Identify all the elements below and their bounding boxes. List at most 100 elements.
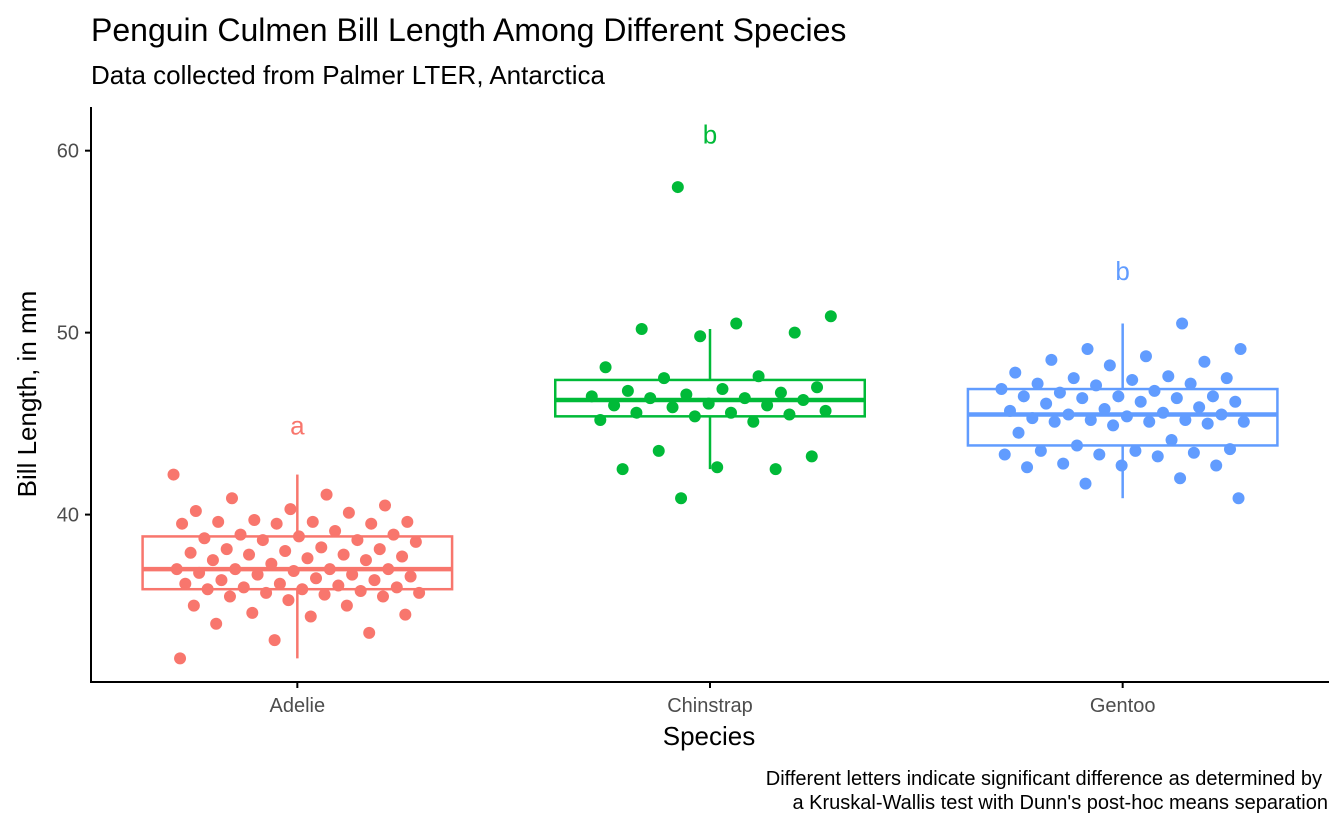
data-point: [805, 450, 818, 463]
data-point: [292, 530, 305, 543]
data-point: [711, 461, 724, 474]
data-point: [998, 448, 1011, 461]
data-point: [1115, 459, 1128, 472]
data-point: [1237, 415, 1250, 428]
data-point: [1174, 472, 1187, 485]
data-point: [379, 499, 392, 512]
data-point: [368, 574, 381, 587]
significance-letter-layer: a b b: [290, 119, 1130, 440]
data-point: [666, 401, 679, 414]
data-point: [310, 572, 323, 585]
data-point: [616, 463, 629, 476]
data-point: [1234, 343, 1247, 356]
data-point: [1151, 450, 1164, 463]
data-point: [797, 393, 810, 406]
data-point: [675, 492, 688, 505]
point-layer: [167, 181, 1250, 665]
data-point: [1040, 397, 1053, 410]
data-point: [730, 317, 743, 330]
data-point: [738, 392, 751, 405]
data-point: [1139, 350, 1152, 363]
data-point: [1067, 372, 1080, 385]
data-point: [318, 588, 331, 601]
y-axis-title: Bill Length, in mm: [12, 291, 42, 498]
data-point: [1143, 415, 1156, 428]
data-point: [287, 565, 300, 578]
data-point: [179, 577, 192, 590]
data-point: [1045, 353, 1058, 366]
data-point: [174, 652, 187, 665]
chart-title: Penguin Culmen Bill Length Among Differe…: [91, 12, 846, 48]
data-point: [396, 550, 409, 563]
data-point: [1062, 408, 1075, 421]
data-point: [387, 528, 400, 541]
y-tick-label: 60: [57, 141, 79, 163]
chart-subtitle: Data collected from Palmer LTER, Antarct…: [91, 60, 605, 90]
data-point: [220, 543, 233, 556]
data-point: [688, 410, 701, 423]
data-point: [1193, 401, 1206, 414]
data-point: [1090, 379, 1103, 392]
data-point: [265, 557, 278, 570]
data-point: [243, 548, 256, 561]
caption-line-1: Different letters indicate significant d…: [766, 768, 1322, 790]
data-point: [409, 535, 422, 548]
data-point: [1112, 390, 1125, 403]
x-axis-title: Species: [663, 721, 756, 751]
significance-letter: a: [290, 410, 305, 440]
data-point: [1198, 355, 1211, 368]
data-point: [1093, 448, 1106, 461]
data-point: [1134, 395, 1147, 408]
x-axis-ticks: Adelie Chinstrap Gentoo: [270, 682, 1156, 717]
y-tick-label: 50: [57, 323, 79, 345]
data-point: [373, 543, 386, 556]
data-point: [1229, 395, 1242, 408]
data-point: [1053, 386, 1066, 399]
data-point: [1076, 392, 1089, 405]
data-point: [658, 372, 671, 385]
data-point: [788, 326, 801, 339]
data-point: [201, 583, 214, 596]
data-point: [167, 468, 180, 481]
data-point: [301, 552, 314, 565]
data-point: [284, 503, 297, 516]
data-point: [270, 517, 283, 530]
data-point: [1148, 384, 1161, 397]
data-point: [273, 577, 286, 590]
x-tick-label: Chinstrap: [667, 695, 753, 717]
data-point: [401, 515, 414, 528]
data-point: [359, 554, 372, 567]
data-point: [1179, 413, 1192, 426]
plot-panel: a b b: [141, 119, 1279, 665]
data-point: [1206, 390, 1219, 403]
data-point: [354, 585, 367, 598]
data-point: [176, 517, 189, 530]
data-point: [376, 590, 389, 603]
data-point: [680, 388, 693, 401]
data-point: [1048, 415, 1061, 428]
data-point: [351, 534, 364, 547]
data-point: [260, 586, 273, 599]
data-point: [256, 534, 269, 547]
data-point: [184, 546, 197, 559]
data-point: [390, 581, 403, 594]
data-point: [279, 544, 292, 557]
data-point: [1107, 419, 1120, 432]
data-point: [404, 570, 417, 583]
data-point: [315, 541, 328, 554]
y-tick-label: 40: [57, 505, 79, 527]
data-point: [1103, 359, 1116, 372]
data-point: [1034, 444, 1047, 457]
data-point: [320, 488, 333, 501]
x-tick-label: Gentoo: [1090, 695, 1156, 717]
data-point: [1157, 406, 1170, 419]
data-point: [1224, 443, 1237, 456]
data-point: [215, 574, 228, 587]
data-point: [382, 563, 395, 576]
data-point: [248, 514, 261, 527]
data-point: [229, 563, 242, 576]
data-point: [399, 608, 412, 621]
data-point: [1187, 446, 1200, 459]
data-point: [1220, 372, 1233, 385]
